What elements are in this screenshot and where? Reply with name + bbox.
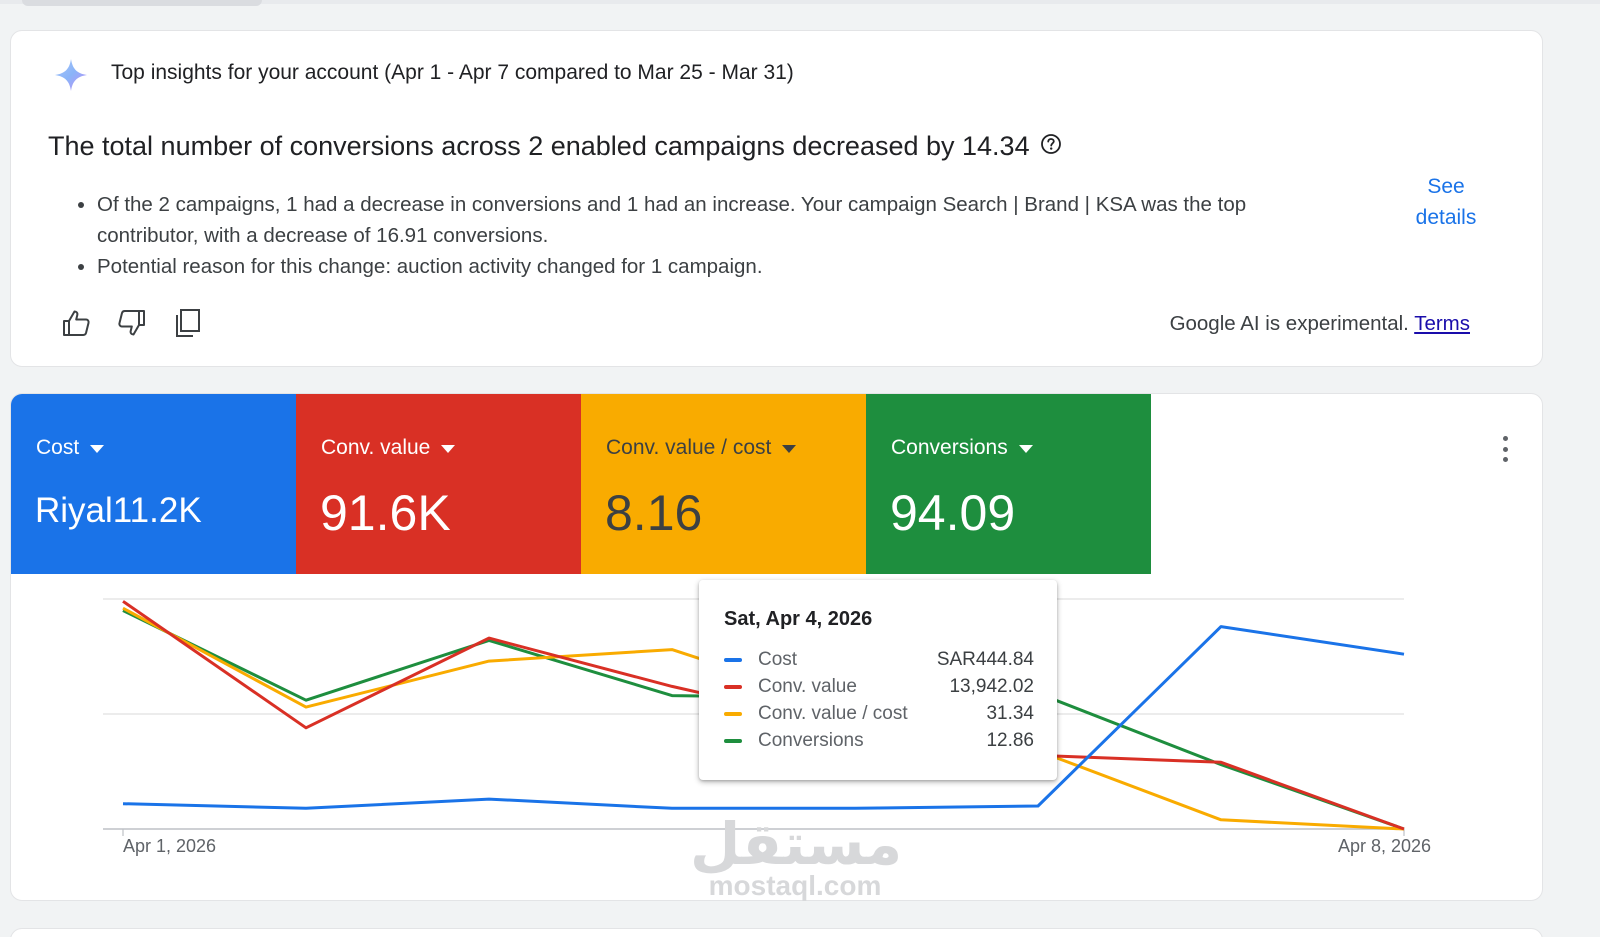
tooltip-series-name: Conv. value / cost (758, 702, 908, 724)
metric-tile-conv-value[interactable]: Conv. value 91.6K (296, 394, 581, 574)
insight-bullets: Of the 2 campaigns, 1 had a decrease in … (77, 189, 1347, 282)
dropdown-arrow-icon (782, 445, 797, 453)
copy-button[interactable] (171, 306, 205, 340)
more-vert-icon (1502, 436, 1508, 441)
tooltip-series-name: Cost (758, 648, 798, 670)
series-swatch (724, 738, 742, 743)
thumbs-down-button[interactable] (115, 306, 149, 340)
tooltip-rows: Cost SAR444.84 Conv. value 13,942.02 Con… (724, 646, 1034, 754)
series-line-cost (122, 625, 1405, 810)
help-icon[interactable] (1040, 133, 1062, 155)
metric-label-text: Cost (36, 436, 80, 459)
thumbs-down-icon (118, 310, 145, 336)
more-vert-icon-dot (1502, 457, 1508, 462)
tooltip-series-value: 31.34 (986, 702, 1034, 724)
metric-label: Conversions (891, 436, 1033, 460)
metric-tiles: Cost Riyal11.2K Conv. value 91.6K Conv. … (11, 394, 1151, 574)
metric-label-text: Conversions (891, 436, 1008, 459)
x-tick-label: Apr 8, 2026 (1338, 836, 1432, 856)
metric-value: Riyal11.2K (35, 491, 202, 530)
terms-link[interactable]: Terms (1414, 312, 1470, 335)
feedback-actions (59, 306, 205, 340)
series-swatch (724, 684, 742, 689)
tooltip-row-conv-value: Conv. value 13,942.02 (724, 673, 1034, 700)
metric-value: 8.16 (605, 485, 703, 541)
metric-label-text: Conv. value / cost (606, 436, 772, 459)
series-swatch (724, 657, 742, 662)
dropdown-arrow-icon (441, 445, 456, 453)
thumbs-up-icon (63, 310, 90, 336)
tooltip-row-cost: Cost SAR444.84 (724, 646, 1034, 673)
series-swatch (724, 711, 742, 716)
previous-card-edge (22, 0, 262, 6)
tooltip-row-conversions: Conversions 12.86 (724, 727, 1034, 754)
sparkle-icon (55, 59, 87, 91)
see-details-line1: See (1427, 175, 1465, 198)
tooltip-series-value: 12.86 (986, 729, 1034, 751)
insight-title-text: The total number of conversions across 2… (48, 131, 1030, 161)
x-tick-label: Apr 1, 2026 (123, 836, 217, 856)
tooltip-series-name: Conv. value (758, 675, 857, 697)
insight-bullet: Potential reason for this change: auctio… (97, 251, 1347, 282)
insight-title: The total number of conversions across 2… (48, 131, 1062, 162)
more-vert-icon-dot (1502, 446, 1508, 452)
tooltip-row-conv-value-cost: Conv. value / cost 31.34 (724, 700, 1034, 727)
insights-header: Top insights for your account (Apr 1 - A… (111, 61, 794, 84)
dropdown-arrow-icon (1018, 445, 1033, 453)
insight-bullet: Of the 2 campaigns, 1 had a decrease in … (97, 189, 1347, 251)
performance-chart-card: Cost Riyal11.2K Conv. value 91.6K Conv. … (10, 393, 1543, 901)
thumbs-up-button[interactable] (59, 306, 93, 340)
disclaimer-text: Google AI is experimental. (1169, 312, 1409, 335)
metric-label-text: Conv. value (321, 436, 431, 459)
tooltip-series-name: Conversions (758, 729, 864, 751)
ai-disclaimer: Google AI is experimental. Terms (1170, 312, 1470, 336)
metric-label: Conv. value (321, 436, 456, 460)
top-divider (0, 0, 1600, 4)
see-details-line2: details (1415, 206, 1477, 229)
metric-label: Conv. value / cost (606, 436, 797, 460)
tooltip-series-value: SAR444.84 (936, 648, 1034, 670)
see-details-link[interactable]: See details (1401, 171, 1491, 233)
chart-tooltip: Sat, Apr 4, 2026 Cost SAR444.84 Conv. va… (699, 580, 1057, 780)
metric-tile-conversions[interactable]: Conversions 94.09 (866, 394, 1151, 574)
next-card-edge (10, 928, 1543, 937)
metric-tile-conv-value-cost[interactable]: Conv. value / cost 8.16 (581, 394, 866, 574)
metric-value: 94.09 (890, 485, 1016, 541)
metric-tile-cost[interactable]: Cost Riyal11.2K (11, 394, 296, 574)
more-options-button[interactable] (1493, 434, 1517, 464)
dropdown-arrow-icon (90, 445, 105, 453)
tooltip-date: Sat, Apr 4, 2026 (724, 608, 873, 630)
copy-icon (176, 309, 200, 337)
metric-label: Cost (36, 436, 105, 460)
tooltip-series-value: 13,942.02 (949, 675, 1034, 697)
metric-value: 91.6K (320, 485, 451, 541)
insights-card: Top insights for your account (Apr 1 - A… (10, 30, 1543, 367)
